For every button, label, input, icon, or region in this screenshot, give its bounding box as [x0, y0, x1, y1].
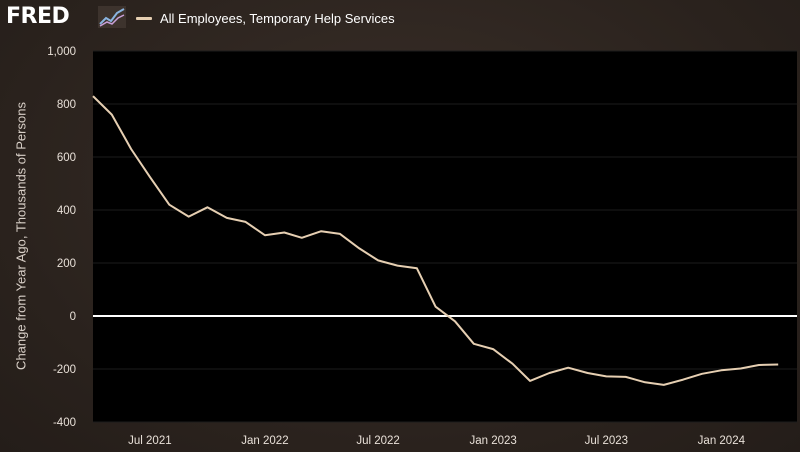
- data-point[interactable]: [775, 361, 781, 367]
- data-point[interactable]: [147, 174, 153, 180]
- data-point[interactable]: [546, 370, 552, 376]
- data-point[interactable]: [510, 361, 516, 367]
- x-tick-label: Jul 2021: [128, 435, 171, 447]
- data-point[interactable]: [262, 232, 268, 238]
- y-tick-label: -200: [53, 364, 76, 376]
- data-point[interactable]: [718, 367, 724, 373]
- data-point[interactable]: [738, 365, 744, 371]
- data-point[interactable]: [243, 219, 249, 225]
- x-tick-label: Jan 2024: [698, 435, 746, 447]
- x-tick-label: Jan 2023: [469, 435, 516, 447]
- y-tick-label: 800: [57, 99, 76, 111]
- y-tick-label: 400: [57, 205, 76, 217]
- x-tick-label: Jul 2022: [356, 435, 399, 447]
- data-point[interactable]: [565, 365, 571, 371]
- data-point[interactable]: [433, 304, 439, 310]
- data-point[interactable]: [603, 373, 609, 379]
- data-point[interactable]: [527, 378, 533, 384]
- data-point[interactable]: [166, 202, 172, 208]
- data-point[interactable]: [699, 371, 705, 377]
- data-point[interactable]: [680, 377, 686, 383]
- data-point[interactable]: [375, 257, 381, 263]
- data-point[interactable]: [318, 228, 324, 234]
- data-point[interactable]: [490, 346, 496, 352]
- data-point[interactable]: [186, 214, 192, 220]
- data-point[interactable]: [90, 93, 96, 99]
- x-tick-label: Jan 2022: [241, 435, 288, 447]
- y-tick-label: 0: [70, 311, 76, 323]
- chart-header: FRED All Employees, Temporary Help Servi…: [0, 0, 800, 36]
- y-tick-label: 1,000: [47, 46, 76, 58]
- y-tick-label: 200: [57, 258, 76, 270]
- data-point[interactable]: [109, 112, 115, 118]
- y-tick-label: 600: [57, 152, 76, 164]
- data-point[interactable]: [224, 215, 230, 221]
- data-point[interactable]: [642, 379, 648, 385]
- series-layer: [90, 93, 781, 388]
- data-point[interactable]: [128, 146, 134, 152]
- series-line[interactable]: [92, 95, 779, 386]
- data-point[interactable]: [337, 231, 343, 237]
- plot-area: [93, 51, 797, 422]
- data-point[interactable]: [661, 382, 667, 388]
- legend-series-label: All Employees, Temporary Help Services: [160, 10, 395, 26]
- data-point[interactable]: [585, 370, 591, 376]
- data-point[interactable]: [414, 265, 420, 271]
- x-axis-ticks: Jul 2021 Jan 2022 Jul 2022 Jan 2023 Jul 2023…: [128, 435, 745, 447]
- data-point[interactable]: [471, 341, 477, 347]
- x-tick-label: Jul 2023: [585, 435, 628, 447]
- y-axis-ticks: 1,000 800 600 400 200 0 -200 -400: [47, 46, 76, 429]
- y-tick-label: -400: [53, 417, 76, 429]
- legend-swatch: [136, 16, 152, 20]
- data-point[interactable]: [356, 245, 362, 251]
- fred-logo[interactable]: FRED: [6, 4, 70, 29]
- legend: All Employees, Temporary Help Services: [136, 8, 395, 28]
- data-point[interactable]: [756, 362, 762, 368]
- data-point[interactable]: [452, 318, 458, 324]
- data-point[interactable]: [204, 204, 210, 210]
- data-point[interactable]: [299, 235, 305, 241]
- line-chart-logo-icon: [98, 6, 126, 28]
- data-point[interactable]: [394, 263, 400, 269]
- data-point[interactable]: [623, 374, 629, 380]
- data-point[interactable]: [281, 230, 287, 236]
